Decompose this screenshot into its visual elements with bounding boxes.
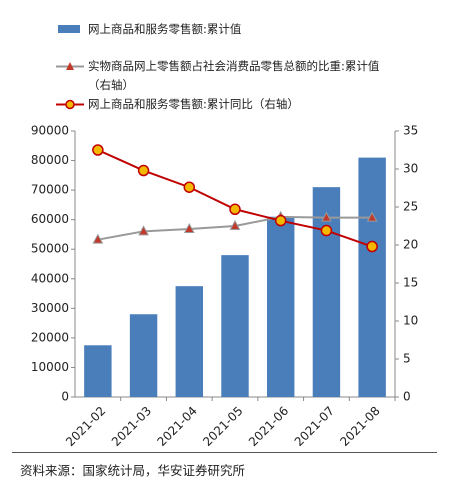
y-tick-label: 0 bbox=[61, 390, 69, 404]
chart: 0 10000 20000 30000 40000 50000 60000 70000 8000… bbox=[31, 124, 418, 450]
x-tick-label: 2021-05 bbox=[200, 404, 245, 449]
legend-item: 实物商品网上零售额占社会消费品零售总额的比重:累计值（右轴） bbox=[56, 57, 426, 95]
legend-item: 网上商品和服务零售额:累计值 bbox=[56, 20, 426, 39]
legend-swatch bbox=[56, 20, 84, 39]
y2-tick-label: 30 bbox=[403, 162, 418, 176]
x-tick-label: 2021-02 bbox=[63, 404, 108, 449]
marker bbox=[321, 211, 332, 222]
bar bbox=[267, 216, 295, 397]
legend-swatch bbox=[56, 57, 84, 76]
y2-tick-label: 10 bbox=[403, 314, 418, 328]
y2-tick-label: 0 bbox=[403, 390, 411, 404]
marker bbox=[274, 214, 287, 227]
y2-tick-label: 35 bbox=[403, 124, 418, 138]
bar bbox=[84, 345, 112, 397]
marker bbox=[92, 233, 104, 244]
marker bbox=[366, 211, 378, 222]
marker bbox=[229, 203, 241, 216]
x-tick-label: 2021-04 bbox=[155, 404, 200, 449]
y-tick-label: 20000 bbox=[31, 330, 69, 344]
bar bbox=[129, 314, 158, 397]
y2-tick-label: 5 bbox=[403, 352, 411, 366]
x-tick-label: 2021-06 bbox=[246, 404, 291, 449]
source: 资料来源：国家统计局，华安证券研究所 bbox=[20, 463, 246, 478]
marker bbox=[183, 181, 196, 193]
legend-label: 实物商品网上零售额占社会消费品零售总额的比重:累计值（右轴） bbox=[88, 59, 380, 92]
y-tick-label: 90000 bbox=[31, 124, 69, 138]
y-tick-label: 30000 bbox=[31, 301, 69, 315]
x-tick-label: 2021-08 bbox=[337, 404, 382, 449]
bar bbox=[358, 157, 386, 397]
y-tick-label: 70000 bbox=[31, 183, 69, 197]
marker bbox=[92, 144, 104, 156]
marker bbox=[366, 240, 378, 253]
legend-label: 网上商品和服务零售额:累计值 bbox=[88, 22, 242, 36]
y-tick-label: 50000 bbox=[31, 242, 69, 256]
y-tick-label: 80000 bbox=[31, 153, 69, 167]
divider bbox=[12, 452, 437, 453]
y2-tick-label: 20 bbox=[403, 238, 418, 252]
y-tick-label: 40000 bbox=[31, 271, 69, 285]
marker bbox=[137, 164, 150, 177]
bar bbox=[312, 187, 341, 397]
legend-item: 网上商品和服务零售额:累计同比（右轴） bbox=[56, 95, 426, 114]
marker bbox=[320, 224, 333, 237]
y-tick-label: 10000 bbox=[31, 360, 69, 374]
legend-label: 网上商品和服务零售额:累计同比（右轴） bbox=[88, 97, 299, 111]
x-tick-label: 2021-03 bbox=[109, 404, 154, 449]
y2-tick-label: 25 bbox=[403, 200, 418, 214]
marker bbox=[183, 222, 195, 234]
marker bbox=[138, 225, 149, 236]
y-tick-label: 60000 bbox=[31, 212, 69, 226]
legend-swatch bbox=[56, 95, 84, 114]
bar bbox=[175, 286, 203, 397]
x-tick-label: 2021-07 bbox=[292, 404, 337, 449]
marker bbox=[229, 219, 241, 230]
bar bbox=[221, 255, 249, 397]
y2-tick-label: 15 bbox=[403, 276, 418, 290]
